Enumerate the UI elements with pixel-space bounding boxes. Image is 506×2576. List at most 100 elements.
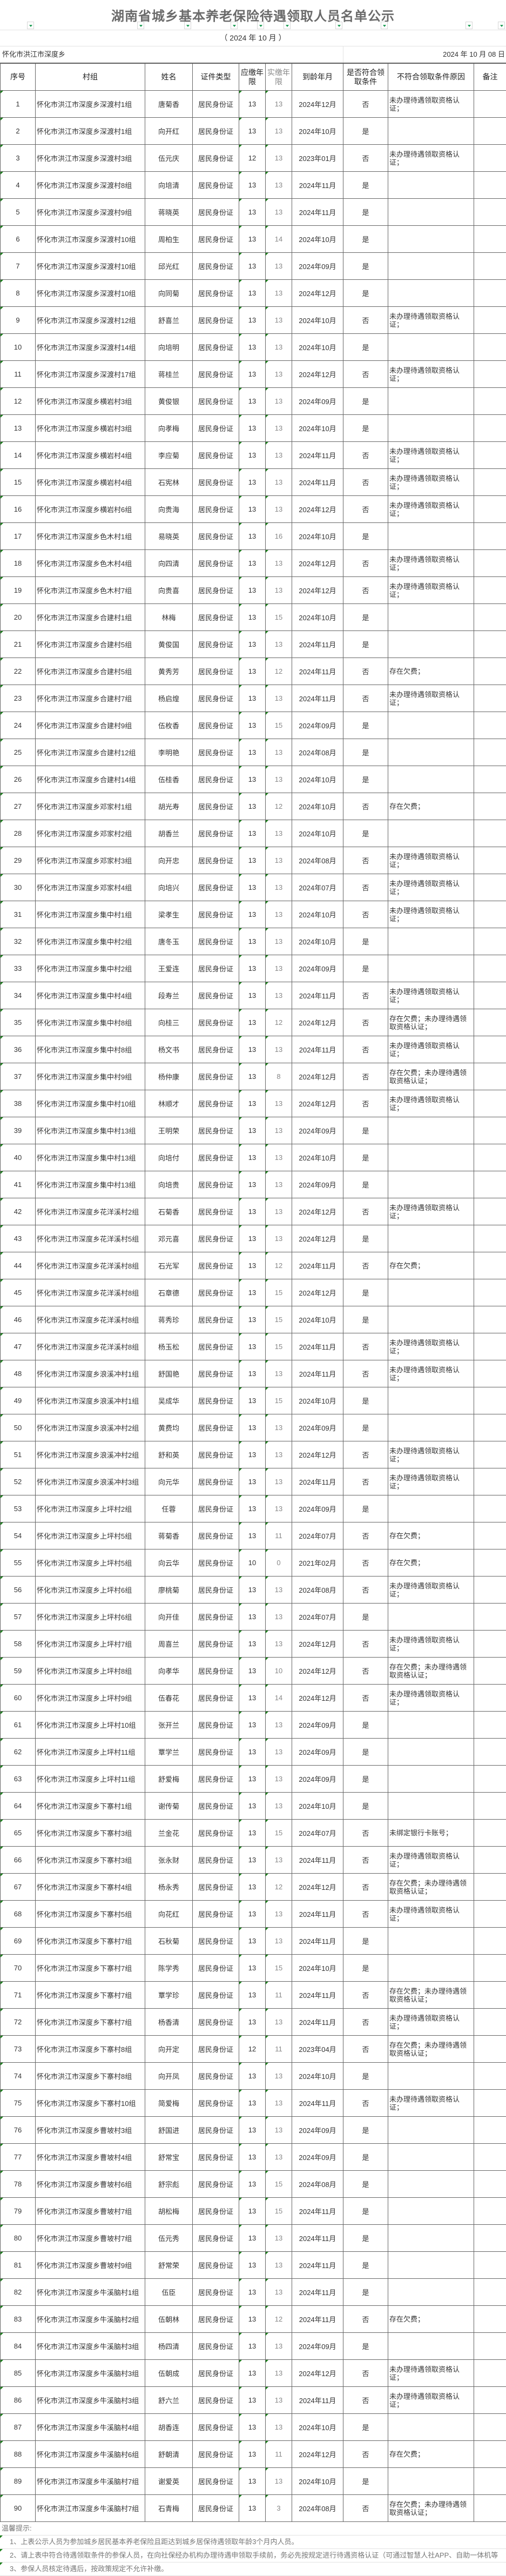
filter-dropdown-icon[interactable]: [184, 22, 191, 29]
header-id-type[interactable]: 证件类型: [193, 64, 239, 91]
filter-dropdown-icon[interactable]: [27, 22, 34, 29]
filter-dropdown-icon[interactable]: [381, 22, 388, 29]
filter-dropdown-icon[interactable]: [231, 22, 238, 29]
header-name[interactable]: 姓名: [145, 64, 193, 91]
filter-dropdown-icon[interactable]: [498, 22, 505, 29]
filter-dropdown-icon[interactable]: [257, 22, 264, 29]
filter-dropdown-icon[interactable]: [335, 22, 342, 29]
filter-dropdown-icon[interactable]: [465, 22, 473, 29]
header-due-years[interactable]: 应缴年限: [239, 64, 266, 91]
header-age-month[interactable]: 到龄年月: [292, 64, 343, 91]
filter-dropdown-icon[interactable]: [137, 22, 144, 29]
header-eligible[interactable]: 是否符合领取条件: [343, 64, 388, 91]
header-paid-years[interactable]: 实缴年限: [266, 64, 292, 91]
header-seq[interactable]: 序号: [1, 64, 36, 91]
filter-dropdown-icon[interactable]: [284, 22, 291, 29]
